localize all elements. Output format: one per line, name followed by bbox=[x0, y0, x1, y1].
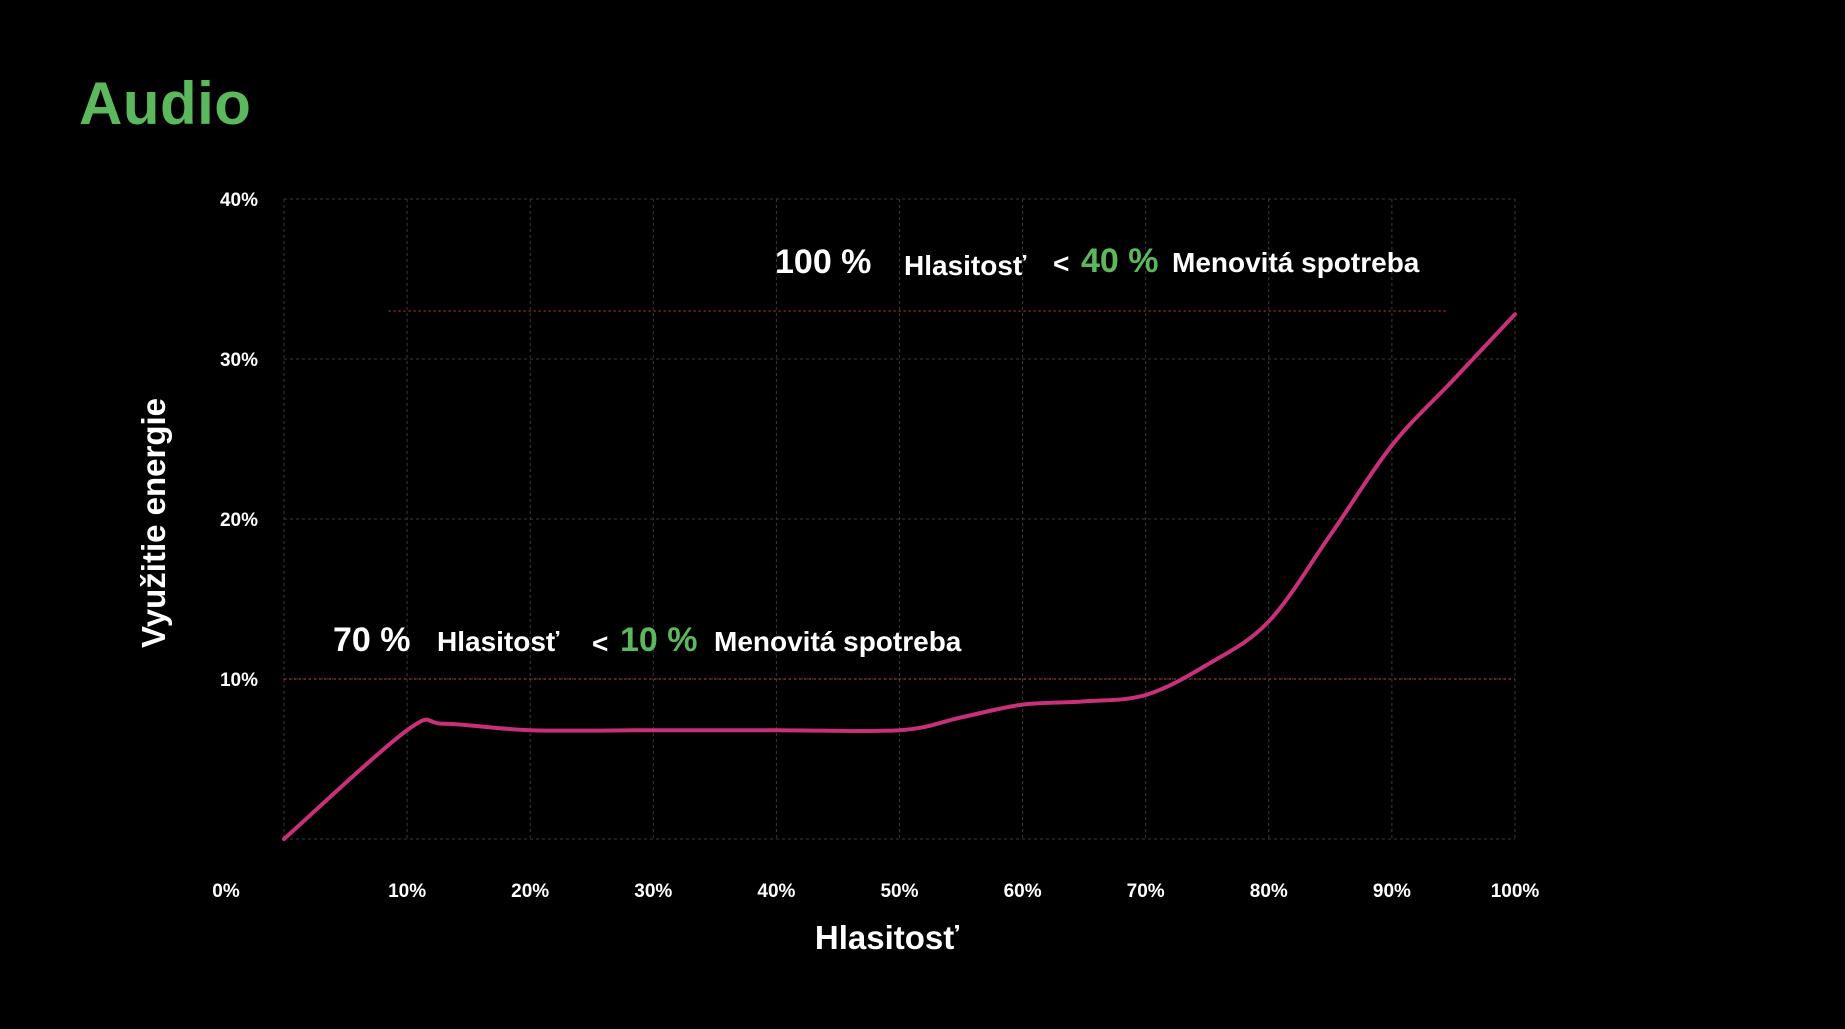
x-axis-label: Hlasitosť bbox=[815, 919, 959, 956]
annotation-bottom: 70 % Hlasitosť < 10 % Menovitá spotreba bbox=[333, 621, 962, 659]
annotation-top-label: Hlasitosť bbox=[904, 250, 1027, 281]
annotation-bottom-limit: 10 % bbox=[620, 621, 698, 659]
x-tick-label: 70% bbox=[1127, 881, 1165, 902]
annotation-bottom-label: Hlasitosť bbox=[437, 626, 560, 657]
y-axis-label: Využitie energie bbox=[135, 398, 172, 648]
x-tick-label: 30% bbox=[634, 881, 672, 902]
annotation-top-limit-label: Menovitá spotreba bbox=[1172, 247, 1420, 278]
x-tick-label: 10% bbox=[388, 881, 426, 902]
tick-labels: 0% 10% 20% 30% 40% 50% 60% 70% 80% 90% 100% 10% 20% 3… bbox=[212, 190, 1539, 902]
x-tick-label: 90% bbox=[1373, 881, 1411, 902]
x-tick-label: 60% bbox=[1004, 881, 1042, 902]
y-tick-label: 20% bbox=[220, 510, 258, 531]
series-line-0 bbox=[282, 312, 1517, 841]
x-tick-label: 20% bbox=[511, 881, 549, 902]
reference-lines bbox=[284, 310, 1515, 680]
annotation-top: 100 % Hlasitosť < 40 % Menovitá spotreba bbox=[775, 242, 1420, 281]
grid-layer bbox=[283, 198, 1516, 840]
x-tick-label: 50% bbox=[880, 881, 918, 902]
page-title: Audio bbox=[79, 70, 252, 137]
x-tick-label: 80% bbox=[1250, 881, 1288, 902]
y-tick-label: 40% bbox=[220, 190, 258, 211]
annotation-top-operator: < bbox=[1053, 248, 1069, 279]
annotation-bottom-limit-label: Menovitá spotreba bbox=[714, 626, 962, 657]
series-layer bbox=[282, 312, 1517, 841]
x-tick-label: 100% bbox=[1491, 881, 1540, 902]
annotation-bottom-operator: < bbox=[592, 628, 608, 659]
annotation-top-value: 100 % bbox=[775, 243, 871, 281]
annotation-bottom-value: 70 % bbox=[333, 621, 411, 659]
x-tick-label: 0% bbox=[212, 881, 240, 902]
y-tick-label: 10% bbox=[220, 670, 258, 691]
annotation-top-limit: 40 % bbox=[1081, 242, 1159, 280]
y-tick-label: 30% bbox=[220, 350, 258, 371]
x-tick-label: 40% bbox=[757, 881, 795, 902]
